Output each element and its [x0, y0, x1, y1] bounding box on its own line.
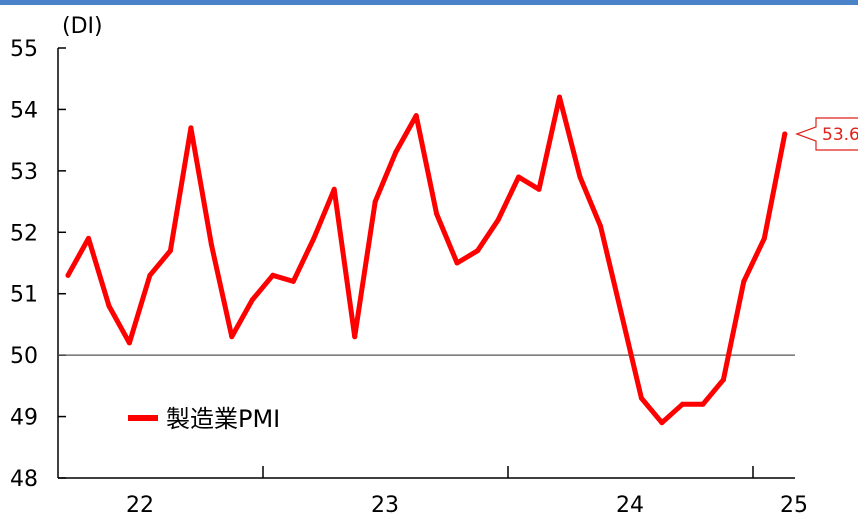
series-point-24 — [557, 95, 562, 100]
series-point-35 — [782, 132, 787, 137]
x-tick-label-24: 24 — [616, 493, 644, 517]
top-accent-bar — [0, 0, 858, 5]
x-tick-label-23: 23 — [371, 493, 399, 517]
series-point-17 — [414, 113, 419, 118]
series-point-32 — [721, 377, 726, 382]
series-point-6 — [188, 125, 193, 130]
y-tick-label-48: 48 — [10, 467, 38, 492]
series-point-8 — [229, 334, 234, 339]
series-point-21 — [496, 218, 501, 223]
series-point-7 — [209, 242, 214, 247]
series-point-11 — [291, 279, 296, 284]
legend-label: 製造業PMI — [166, 405, 280, 433]
series-point-28 — [639, 396, 644, 401]
legend: 製造業PMI — [128, 405, 280, 433]
series-point-5 — [168, 248, 173, 253]
series-point-15 — [373, 199, 378, 204]
series-point-26 — [598, 224, 603, 229]
series-point-33 — [741, 279, 746, 284]
y-tick-label-49: 49 — [10, 406, 38, 431]
series-point-29 — [659, 420, 664, 425]
series-points — [66, 95, 788, 426]
series-point-31 — [700, 402, 705, 407]
series-point-13 — [332, 187, 337, 192]
last-value-callout: 53.6 — [797, 118, 858, 150]
y-axis-unit-label: (DI) — [62, 14, 103, 39]
series-point-18 — [434, 211, 439, 216]
y-tick-label-51: 51 — [10, 283, 38, 308]
series-point-14 — [352, 334, 357, 339]
series-point-9 — [250, 297, 255, 302]
series-point-16 — [393, 150, 398, 155]
series-point-1 — [86, 236, 91, 241]
series-point-23 — [537, 187, 542, 192]
series-point-20 — [475, 248, 480, 253]
y-tick-label-54: 54 — [10, 98, 38, 123]
series-point-25 — [578, 175, 583, 180]
y-tick-label-52: 52 — [10, 221, 38, 246]
series-point-10 — [270, 273, 275, 278]
series-point-2 — [107, 304, 112, 309]
series-point-22 — [516, 175, 521, 180]
series-point-30 — [680, 402, 685, 407]
x-axis: 22 23 24 25 — [58, 466, 808, 517]
x-tick-label-22: 22 — [126, 493, 154, 517]
y-tick-label-55: 55 — [10, 37, 38, 62]
series-point-0 — [66, 273, 71, 278]
series-point-34 — [762, 236, 767, 241]
series-point-4 — [147, 273, 152, 278]
series-point-3 — [127, 340, 132, 345]
callout-label: 53.6 — [822, 125, 858, 145]
y-axis: 48 49 50 51 52 53 54 55 — [10, 37, 66, 492]
series-line-manufacturing-pmi — [68, 97, 785, 423]
x-tick-label-25: 25 — [780, 493, 808, 517]
y-tick-label-53: 53 — [10, 160, 38, 185]
y-tick-label-50: 50 — [10, 344, 38, 369]
series-point-19 — [455, 261, 460, 266]
series-point-12 — [311, 236, 316, 241]
series-point-27 — [619, 310, 624, 315]
